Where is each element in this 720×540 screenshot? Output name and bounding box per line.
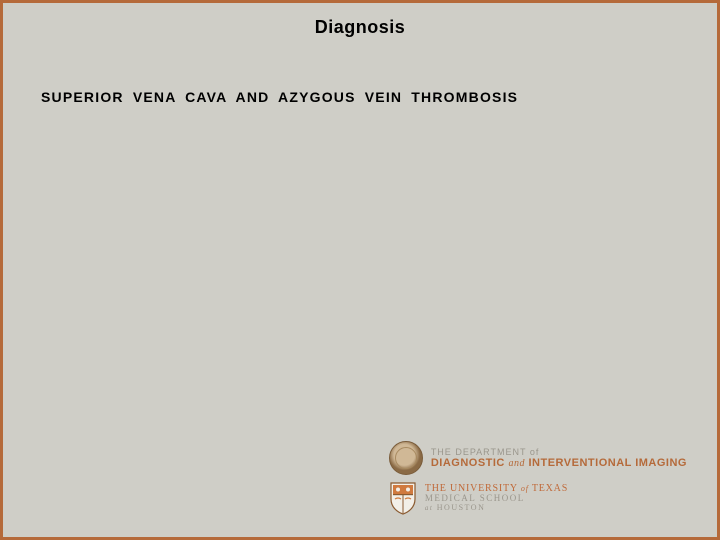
slide-title: Diagnosis [3,17,717,38]
department-text: THE DEPARTMENT of DIAGNOSTIC and INTERVE… [431,447,687,470]
dept-word-and: and [508,458,525,469]
univ-word-at: at [425,504,433,512]
university-line3: at HOUSTON [425,504,568,513]
department-line2: DIAGNOSTIC and INTERVENTIONAL IMAGING [431,457,687,470]
footer-logos: THE DEPARTMENT of DIAGNOSTIC and INTERVE… [389,441,687,515]
dept-word-diagnostic: DIAGNOSTIC [431,457,505,469]
diagnosis-text: SUPERIOR VENA CAVA AND AZYGOUS VEIN THRO… [41,89,518,105]
department-line1: THE DEPARTMENT of [431,447,687,457]
univ-word-houston: HOUSTON [437,503,486,512]
univ-word-texas: TEXAS [532,483,568,494]
university-block: THE UNIVERSITY of TEXAS MEDICAL SCHOOL a… [389,481,687,515]
university-shield-icon [389,481,417,515]
univ-word-of: of [521,484,529,493]
university-text: THE UNIVERSITY of TEXAS MEDICAL SCHOOL a… [425,483,568,513]
slide-container: Diagnosis SUPERIOR VENA CAVA AND AZYGOUS… [0,0,720,540]
department-seal-icon [389,441,423,475]
dept-word-interventional: INTERVENTIONAL IMAGING [529,457,688,469]
department-block: THE DEPARTMENT of DIAGNOSTIC and INTERVE… [389,441,687,475]
